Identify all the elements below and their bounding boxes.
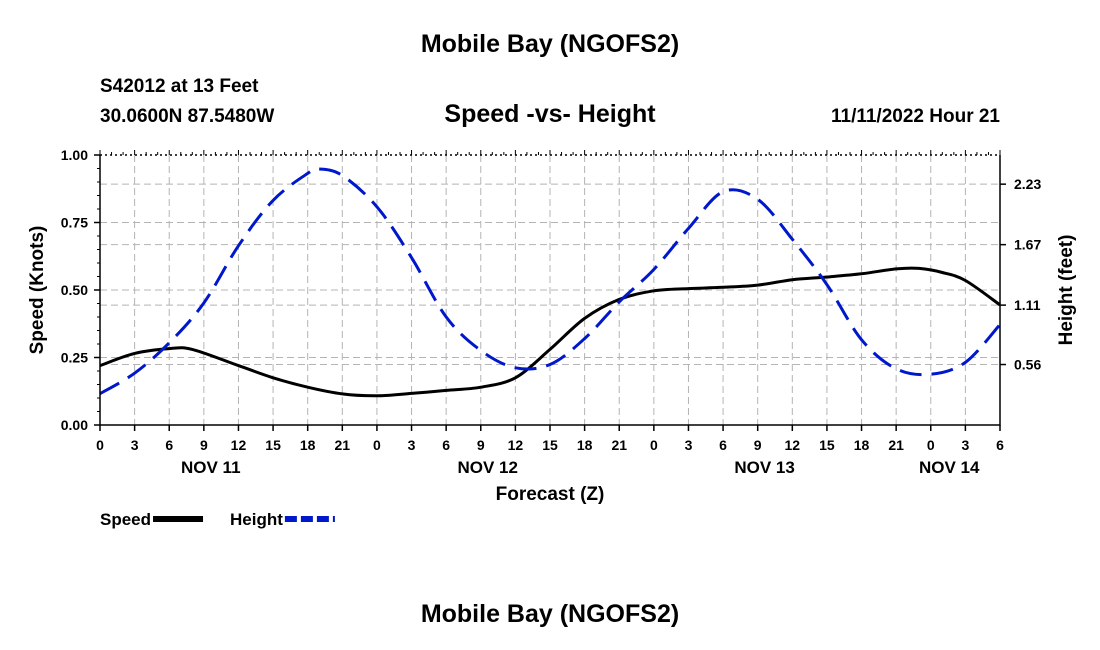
x-tick-label: 15 (265, 437, 281, 453)
plot-axes-lines (99, 155, 1001, 426)
x-tick-label: 3 (408, 437, 416, 453)
legend: Speed Height (100, 510, 335, 529)
legend-label-height: Height (230, 510, 283, 529)
axes: 0 3 6 9 12 15 18 21 0 3 6 9 12 15 18 21 0 3 6 9 12 15 18 21 0 3 6N… (61, 147, 1042, 477)
x-tick-label: 12 (785, 437, 801, 453)
x-tick-label: 0 (96, 437, 104, 453)
y-right-tick-label: 1.11 (1014, 297, 1041, 313)
y-right-tick-label: 1.67 (1014, 237, 1041, 253)
station-coordinates: 30.0600N 87.5480W (100, 106, 275, 127)
y-left-tick-label: 0.25 (61, 350, 88, 366)
main-title: Mobile Bay (NGOFS2) (420, 30, 680, 58)
x-tick-label: 6 (996, 437, 1004, 453)
date-label: NOV 13 (734, 458, 794, 477)
legend-label-speed: Speed (100, 510, 151, 529)
y-left-tick-label: 0.00 (61, 417, 88, 433)
x-tick-label: 18 (854, 437, 870, 453)
forecast-datetime: 11/11/2022 Hour 21 (830, 106, 1000, 127)
y-left-tick-label: 0.75 (61, 215, 88, 231)
x-tick-label: 9 (754, 437, 762, 453)
date-label: NOV 12 (457, 458, 517, 477)
x-tick-label: 15 (542, 437, 558, 453)
x-tick-label: 12 (231, 437, 247, 453)
y-right-tick-label: 2.23 (1014, 176, 1041, 192)
series-height-line (99, 167, 1002, 395)
x-tick-label: 18 (577, 437, 593, 453)
y-axis-right-label: Height (feet) (1056, 235, 1077, 346)
x-tick-label: 21 (335, 437, 351, 453)
station-label: S42012 at 13 Feet (100, 76, 259, 97)
series-layer (99, 167, 1002, 398)
x-tick-label: 3 (961, 437, 969, 453)
x-tick-label: 3 (685, 437, 693, 453)
x-tick-label: 12 (508, 437, 524, 453)
y-axis-left-label: Speed (Knots) (27, 226, 48, 355)
x-tick-label: 9 (200, 437, 208, 453)
x-tick-label: 6 (442, 437, 450, 453)
chart-subtitle: Speed -vs- Height (444, 100, 656, 128)
x-tick-label: 21 (888, 437, 904, 453)
date-label: NOV 14 (919, 458, 980, 477)
x-tick-label: 18 (300, 437, 316, 453)
y-left-tick-label: 0.50 (61, 282, 88, 298)
x-tick-label: 6 (719, 437, 727, 453)
x-tick-label: 21 (611, 437, 627, 453)
x-tick-label: 6 (165, 437, 173, 453)
date-label: NOV 11 (181, 458, 241, 477)
y-left-tick-label: 1.00 (61, 147, 88, 163)
x-tick-label: 0 (650, 437, 658, 453)
grid (99, 155, 1001, 425)
x-tick-label: 9 (477, 437, 485, 453)
x-tick-label: 3 (131, 437, 139, 453)
footer-title: Mobile Bay (NGOFS2) (420, 600, 680, 628)
x-tick-label: 0 (373, 437, 381, 453)
y-right-tick-label: 0.56 (1014, 357, 1041, 373)
x-axis-label: Forecast (Z) (496, 484, 605, 505)
x-tick-label: 15 (819, 437, 835, 453)
series-speed-line (99, 266, 1001, 398)
x-tick-label: 0 (927, 437, 935, 453)
